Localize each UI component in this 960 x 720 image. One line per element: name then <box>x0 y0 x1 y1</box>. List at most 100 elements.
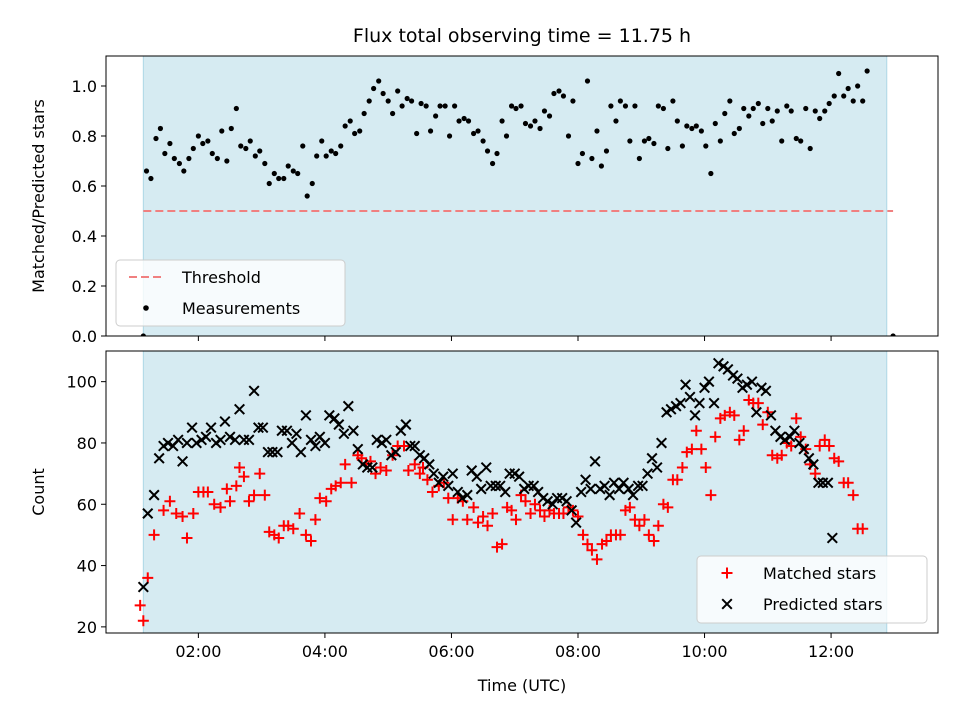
predicted-star-point <box>319 437 331 449</box>
measurement-point <box>143 168 150 174</box>
measurement-point <box>266 180 272 187</box>
measurement-point <box>470 130 477 137</box>
measurement-point <box>181 168 187 174</box>
measurement-point <box>465 118 472 124</box>
matched-star-point <box>676 461 688 473</box>
measurement-point <box>826 100 832 107</box>
predicted-star-point <box>689 409 701 421</box>
predicted-star-point <box>632 480 644 492</box>
y-axis-label: Count <box>29 468 48 516</box>
measurement-point <box>176 160 182 167</box>
measurement-point <box>342 123 348 129</box>
measurement-point <box>788 108 794 114</box>
top-panel-ratio-plot: 0.0 0.2 0.4 0.6 0.8 1.0 Matched/Predicted star… <box>29 55 939 346</box>
matched-star-point <box>591 553 603 565</box>
matched-star-point <box>158 504 170 516</box>
measurement-point <box>328 148 334 154</box>
x-tick-label: 12:00 <box>808 642 854 661</box>
matched-star-point <box>496 538 508 550</box>
matched-star-point <box>534 504 546 516</box>
matched-star-point <box>314 492 326 504</box>
predicted-star-point <box>570 517 582 529</box>
matched-star-point <box>577 529 589 541</box>
predicted-star-point <box>219 415 231 428</box>
measurement-point <box>708 170 714 177</box>
matched-star-point <box>148 529 160 541</box>
matched-star-point <box>506 504 518 516</box>
measurement-point <box>646 135 652 142</box>
predicted-star-point <box>651 461 663 473</box>
measurement-point <box>314 153 320 159</box>
y-tick-label: 0.2 <box>72 277 97 296</box>
matched-star-point <box>230 480 242 492</box>
matched-star-point <box>738 425 750 437</box>
chart-title: Flux total observing time = 11.75 h <box>353 25 691 47</box>
predicted-star-point <box>637 480 649 492</box>
predicted-star-point <box>172 434 184 446</box>
x-tick-label: 06:00 <box>428 642 474 661</box>
predicted-star-point <box>646 452 658 464</box>
predicted-star-point <box>788 425 800 437</box>
series-predicted-stars <box>137 357 838 593</box>
matched-star-point <box>482 520 494 532</box>
measurement-point <box>565 133 572 139</box>
measurement-point <box>627 138 633 144</box>
x-tick-label: 04:00 <box>302 642 348 661</box>
matched-star-point <box>700 461 712 473</box>
predicted-star-point <box>575 486 587 498</box>
predicted-star-point <box>252 422 264 434</box>
measurement-point <box>304 193 310 199</box>
matched-star-point <box>208 498 220 510</box>
predicted-star-point <box>680 379 692 391</box>
matched-star-point <box>790 412 802 424</box>
measurement-point <box>209 150 215 157</box>
predicted-star-point <box>589 455 601 467</box>
matched-star-point <box>638 514 650 526</box>
matched-star-point <box>414 468 426 480</box>
matched-star-point <box>447 514 459 526</box>
y-tick-label: 100 <box>66 373 97 392</box>
predicted-star-point <box>475 483 487 495</box>
matched-star-point <box>823 440 835 452</box>
matched-star-point <box>221 483 233 495</box>
legend-label: Matched stars <box>763 564 876 583</box>
matched-star-point <box>686 443 698 455</box>
matched-star-point <box>309 514 321 526</box>
measurement-point <box>608 103 614 109</box>
measurement-point <box>366 98 372 104</box>
measurement-point <box>186 155 192 162</box>
matched-star-point <box>581 538 593 550</box>
matched-star-point <box>320 495 332 507</box>
measurement-point <box>361 110 367 117</box>
x-tick-label: 08:00 <box>555 642 601 661</box>
measurement-point <box>214 155 220 162</box>
measurement-point <box>494 150 500 157</box>
measurement-point <box>171 155 177 162</box>
matched-star-point <box>234 461 245 473</box>
measurement-point <box>390 110 396 117</box>
measurement-point <box>622 103 629 109</box>
predicted-star-point <box>295 446 307 458</box>
predicted-star-point <box>366 461 378 473</box>
series-measurements <box>140 68 896 336</box>
measurement-point <box>532 118 538 124</box>
measurement-point <box>779 138 785 144</box>
measurement-point <box>660 105 667 112</box>
measurement-point <box>243 145 249 152</box>
predicted-star-point <box>442 480 454 492</box>
measurement-point <box>537 125 543 132</box>
measurement-point <box>423 103 429 109</box>
measurement-point <box>784 103 790 109</box>
measurement-point <box>319 138 325 144</box>
matched-star-point <box>202 486 214 498</box>
y-axis-label: Matched/Predicted stars <box>29 99 48 293</box>
measurement-point <box>475 128 481 134</box>
predicted-star-point <box>328 412 340 424</box>
legend-box <box>696 555 928 624</box>
axes-frame <box>105 55 939 337</box>
measurement-point <box>541 108 548 114</box>
y-tick-label: 0.6 <box>72 177 97 196</box>
bottom-panel-count-plot: 20 40 60 80 100 02:00 04:00 06:00 08:00 10:00 12:0… <box>29 350 939 695</box>
measurement-point <box>257 148 263 154</box>
matched-star-point <box>294 507 306 519</box>
